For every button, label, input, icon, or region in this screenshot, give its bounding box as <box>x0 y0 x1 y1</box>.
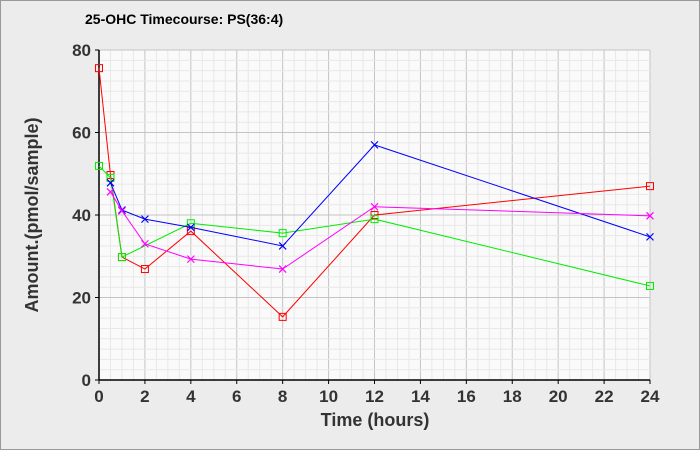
data-point <box>370 140 379 149</box>
x-tick-label: 6 <box>232 387 241 406</box>
data-point <box>278 312 287 321</box>
x-tick-label: 12 <box>365 387 384 406</box>
y-axis-label: Amount.(pmol/sample) <box>22 117 42 312</box>
x-tick-label: 2 <box>140 387 149 406</box>
chart-title: 25-OHC Timecourse: PS(36:4) <box>85 11 283 27</box>
data-point <box>370 202 379 211</box>
data-point <box>646 232 654 241</box>
data-point <box>278 242 287 250</box>
x-tick-label: 10 <box>319 387 338 406</box>
data-point <box>646 211 654 220</box>
x-tick-label: 18 <box>503 387 522 406</box>
y-tick-label: 40 <box>72 206 91 225</box>
data-point <box>117 253 126 262</box>
data-point <box>140 239 149 248</box>
data-point <box>646 281 654 290</box>
y-tick-label: 60 <box>72 124 91 143</box>
data-point <box>95 161 103 170</box>
y-tick-label: 80 <box>72 41 91 60</box>
data-point <box>106 187 115 196</box>
x-tick-label: 0 <box>94 387 103 406</box>
x-tick-label: 24 <box>641 387 660 406</box>
y-tick-label: 0 <box>82 371 91 390</box>
x-axis-label: Time (hours) <box>321 410 430 430</box>
x-tick-label: 20 <box>549 387 568 406</box>
data-point <box>278 265 287 273</box>
data-point <box>95 64 103 73</box>
x-tick-label: 8 <box>278 387 287 406</box>
x-tick-label: 22 <box>595 387 614 406</box>
y-tick-label: 20 <box>72 289 91 308</box>
data-point <box>278 229 287 238</box>
data-point <box>646 182 654 191</box>
data-point <box>106 178 115 187</box>
data-point <box>370 211 379 219</box>
data-point <box>140 215 149 224</box>
data-point <box>118 206 126 215</box>
data-point <box>186 255 195 264</box>
x-tick-label: 14 <box>411 387 430 406</box>
data-point <box>370 215 379 224</box>
x-tick-label: 4 <box>186 387 196 406</box>
series-line-1 <box>98 165 651 287</box>
data-point <box>106 173 115 182</box>
data-point <box>186 223 195 232</box>
data-point <box>140 265 149 274</box>
x-tick-label: 16 <box>457 387 476 406</box>
